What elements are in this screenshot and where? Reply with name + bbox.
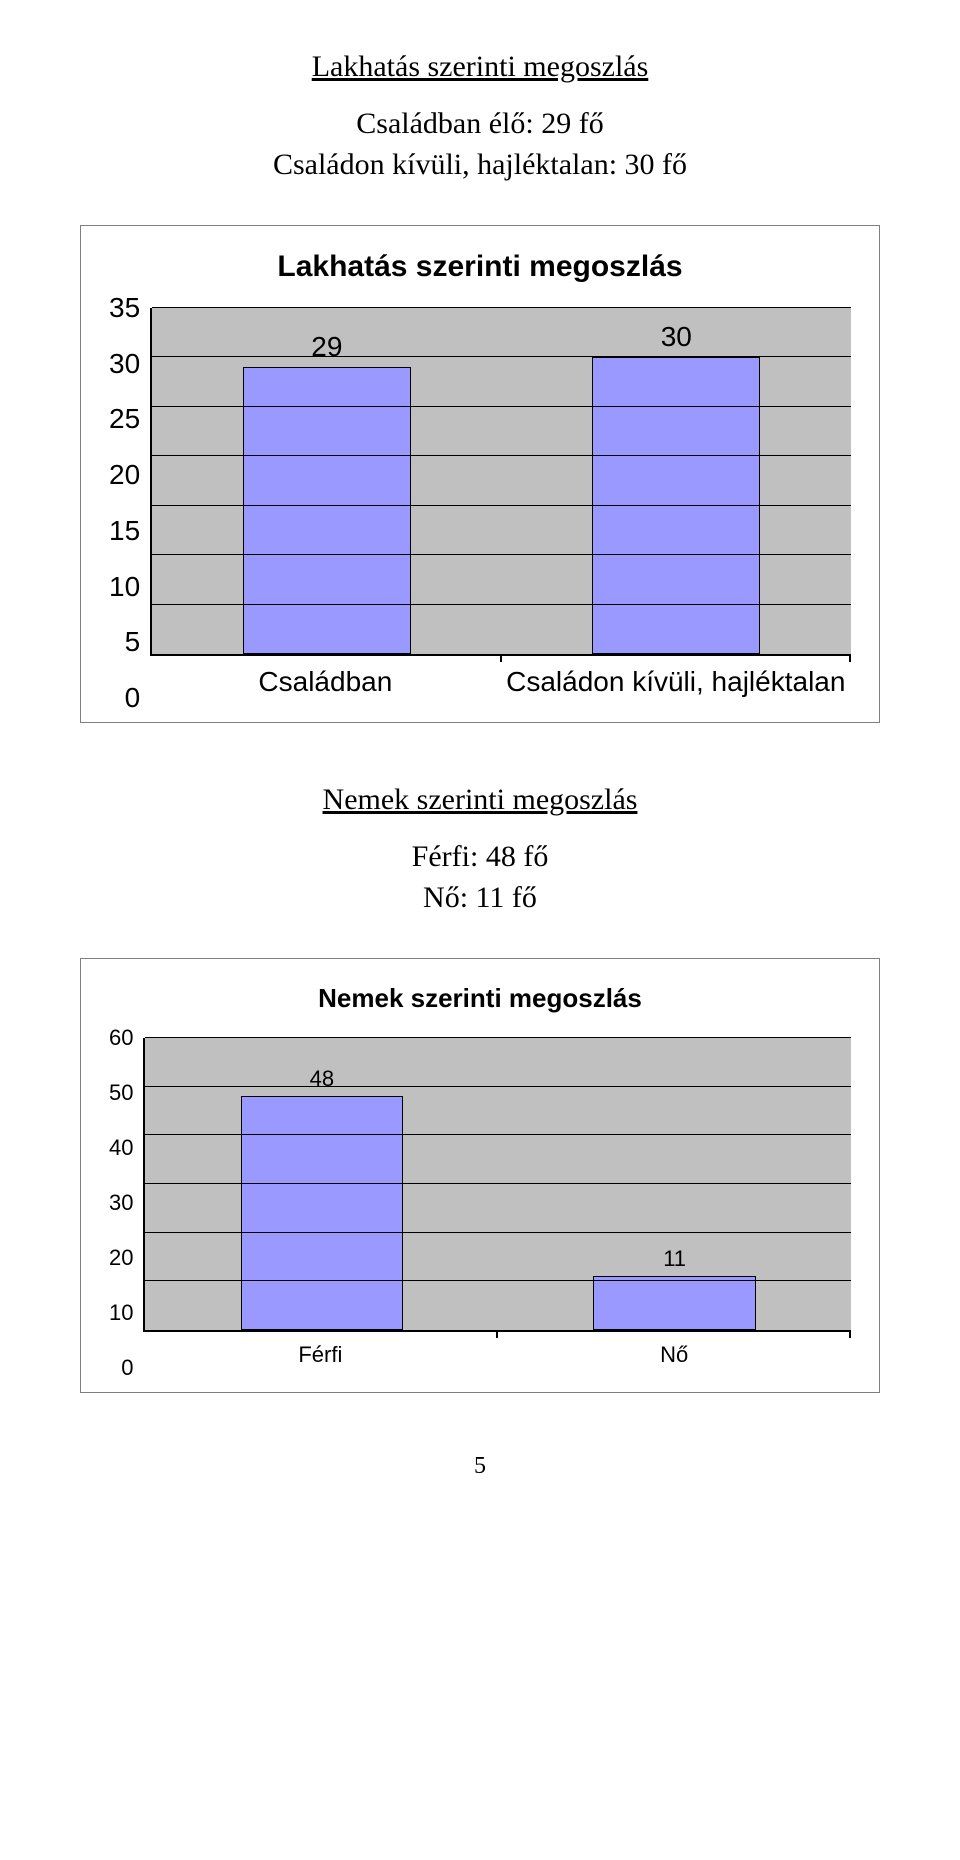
x-tick-mark	[496, 1330, 498, 1338]
gridline	[152, 307, 851, 308]
bar-value-label: 30	[661, 321, 692, 353]
gridline	[145, 1183, 851, 1184]
chart2-frame: Nemek szerinti megoszlás 6050403020100 4…	[80, 958, 880, 1393]
x-label: Nő	[497, 1342, 851, 1368]
chart1-y-axis: 35302520151050	[109, 308, 150, 698]
chart2-title: Nemek szerinti megoszlás	[109, 983, 851, 1014]
gridline	[152, 406, 851, 407]
x-tick-mark	[500, 654, 502, 662]
x-label: Családon kívüli, hajléktalan	[501, 666, 851, 698]
gridline	[152, 356, 851, 357]
gridline	[145, 1037, 851, 1038]
page-number: 5	[80, 1453, 880, 1510]
chart2-body: 6050403020100 48 11 FérfiNő	[109, 1038, 851, 1368]
bar-cell: 11	[498, 1038, 851, 1330]
section1-heading: Lakhatás szerinti megoszlás	[80, 50, 880, 84]
section2-line1: Férfi: 48 fő	[80, 837, 880, 878]
section2-lines: Férfi: 48 fő Nő: 11 fő	[80, 837, 880, 918]
gridline	[145, 1134, 851, 1135]
gridline	[152, 604, 851, 605]
chart1-plot: 29 30	[150, 308, 851, 656]
bar-value-label: 29	[311, 331, 342, 363]
section2-line2: Nő: 11 fő	[80, 878, 880, 919]
chart2-x-labels: FérfiNő	[143, 1342, 851, 1368]
gridline	[152, 455, 851, 456]
section1-lines: Családban élő: 29 fő Családon kívüli, ha…	[80, 104, 880, 185]
chart2-y-axis: 6050403020100	[109, 1038, 143, 1368]
bar-cell: 29	[152, 308, 501, 654]
bar-cell: 30	[502, 308, 851, 654]
bar-value-label: 48	[310, 1066, 334, 1092]
page: Lakhatás szerinti megoszlás Családban él…	[0, 0, 960, 1510]
bar-value-label: 11	[663, 1246, 686, 1272]
chart1-x-labels: CsaládbanCsaládon kívüli, hajléktalan	[150, 666, 851, 698]
chart1-bar-row: 29 30	[152, 308, 851, 654]
section1-line1: Családban élő: 29 fő	[80, 104, 880, 145]
section2-heading: Nemek szerinti megoszlás	[80, 783, 880, 817]
bar	[593, 1276, 755, 1330]
x-tick-mark	[849, 654, 851, 662]
chart1-frame: Lakhatás szerinti megoszlás 353025201510…	[80, 225, 880, 723]
bar	[241, 1096, 403, 1330]
chart2-plot-wrap: 48 11 FérfiNő	[143, 1038, 851, 1368]
x-label: Családban	[150, 666, 500, 698]
gridline	[152, 554, 851, 555]
chart1-body: 35302520151050 29 30 CsaládbanCsaládon kí…	[109, 308, 851, 698]
bar	[243, 367, 411, 654]
chart2-bar-row: 48 11	[145, 1038, 851, 1330]
section1-line2: Családon kívüli, hajléktalan: 30 fő	[80, 145, 880, 186]
gridline	[152, 505, 851, 506]
gridline	[145, 1232, 851, 1233]
chart2-plot: 48 11	[143, 1038, 851, 1332]
x-tick-mark	[849, 1330, 851, 1338]
x-label: Férfi	[143, 1342, 497, 1368]
chart1-title: Lakhatás szerinti megoszlás	[109, 250, 851, 284]
bar-cell: 48	[145, 1038, 498, 1330]
chart1-plot-wrap: 29 30 CsaládbanCsaládon kívüli, hajléktal…	[150, 308, 851, 698]
gridline	[145, 1086, 851, 1087]
gridline	[145, 1280, 851, 1281]
bar	[592, 357, 760, 654]
